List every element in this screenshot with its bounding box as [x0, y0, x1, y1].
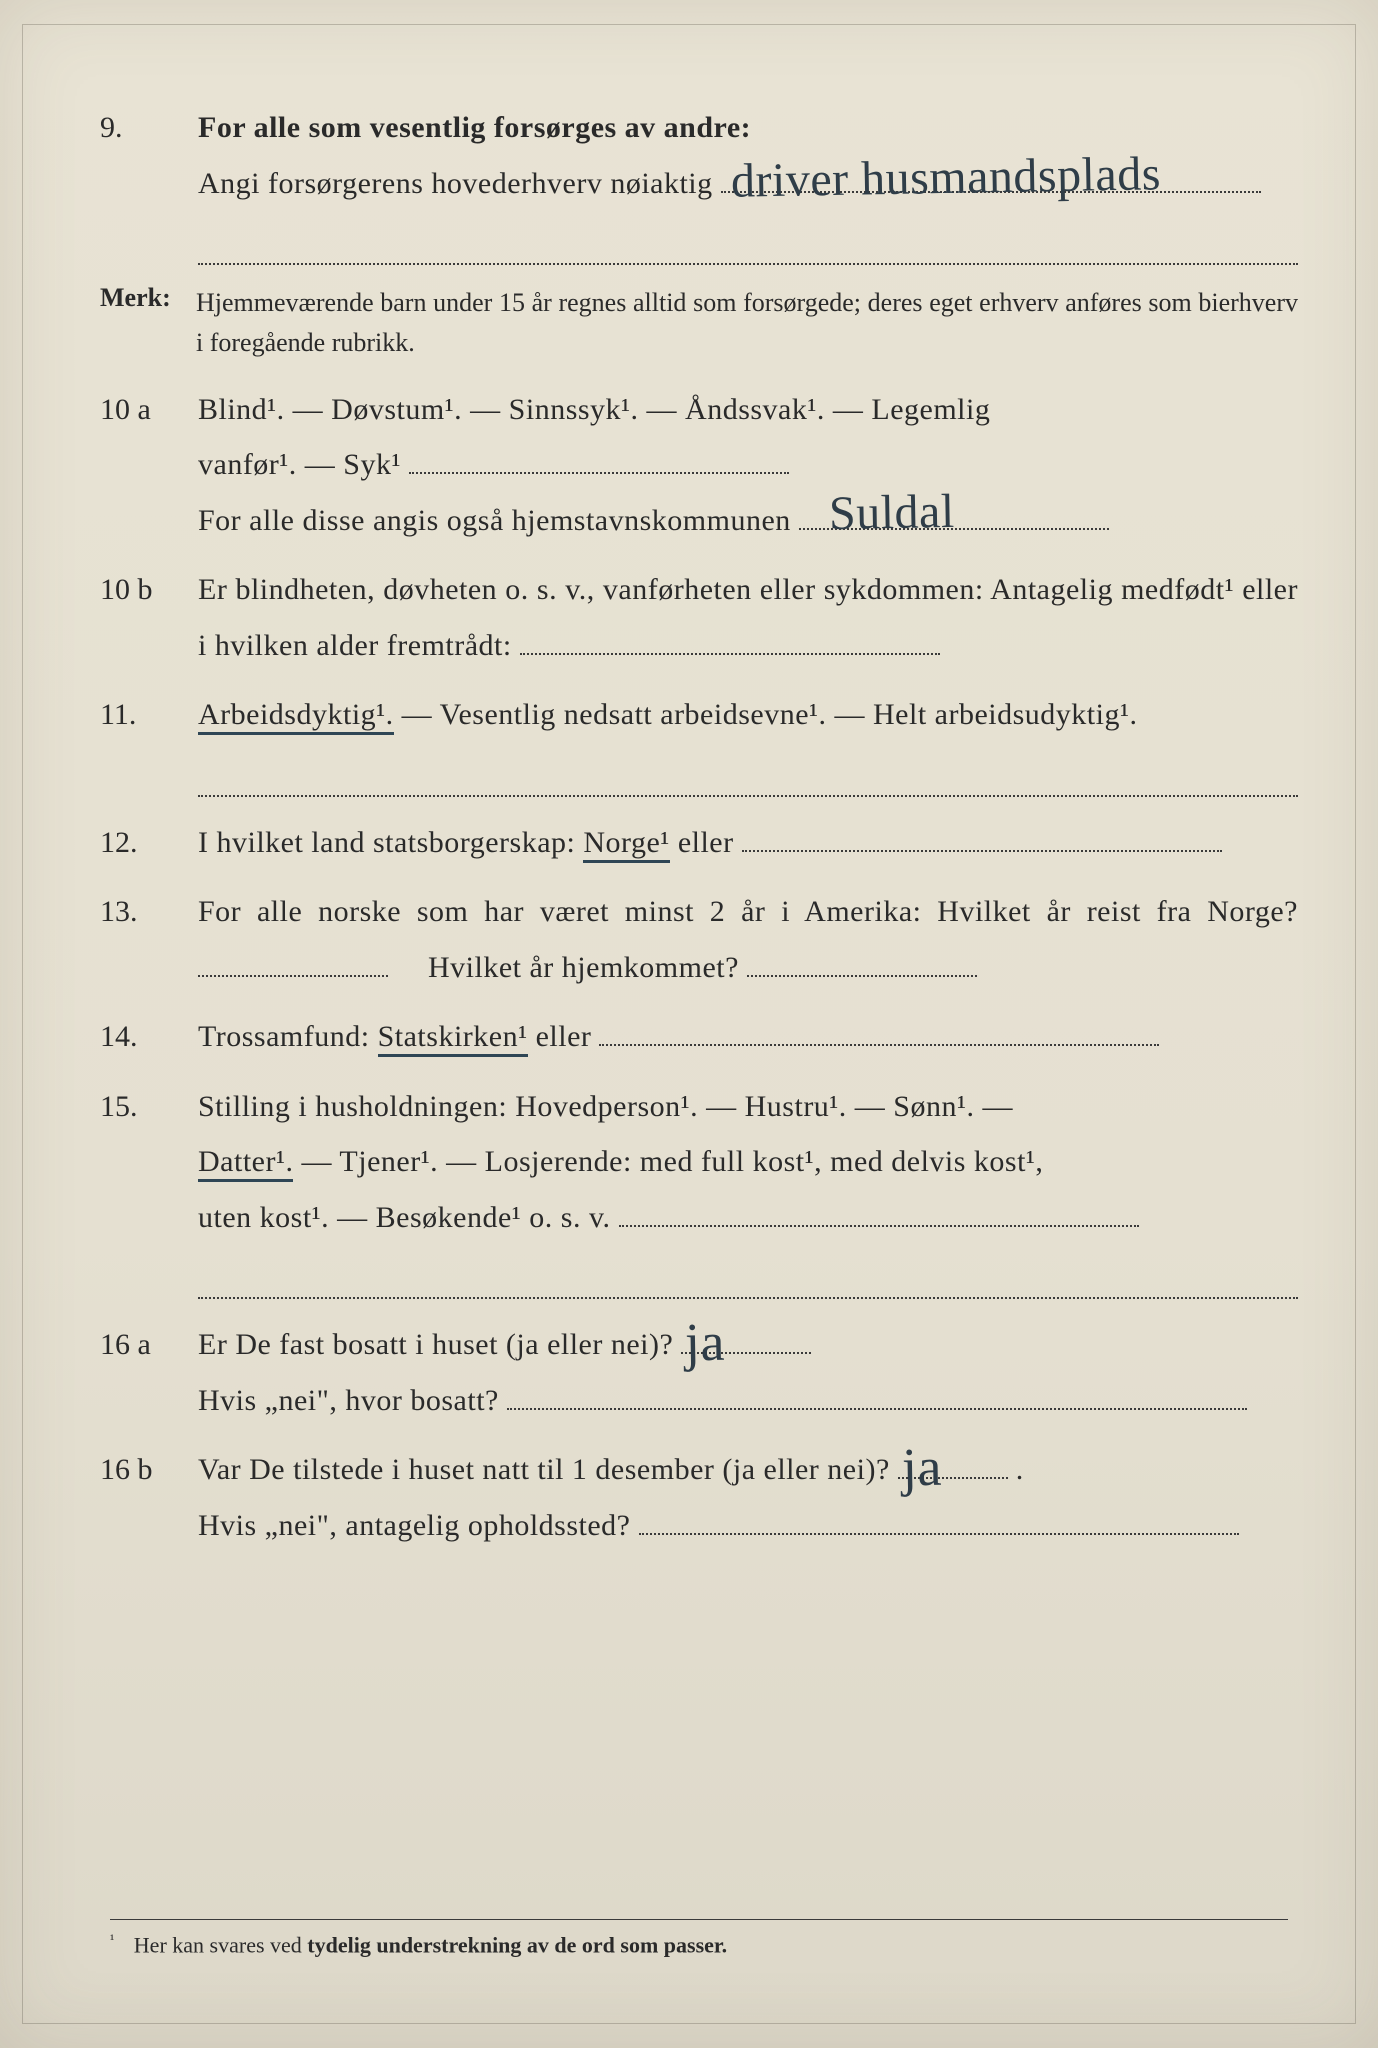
footnote-marker: ¹	[110, 1932, 114, 1948]
q16a: 16 a Er De fast bosatt i huset (ja eller…	[100, 1317, 1298, 1428]
q14-field[interactable]	[599, 1011, 1159, 1046]
q10a-answer: Suldal	[828, 468, 955, 559]
q10a-syk-field[interactable]	[409, 439, 789, 474]
q9-number: 9.	[100, 100, 180, 156]
q10a-number: 10 a	[100, 382, 180, 438]
q10a-body: Blind¹. — Døvstum¹. — Sinnssyk¹. — Åndss…	[198, 382, 1298, 549]
q9: 9. For alle som vesentlig forsørges av a…	[100, 100, 1298, 211]
merk-text: Hjemmeværende barn under 15 år regnes al…	[196, 283, 1298, 364]
q14-post: eller	[528, 1020, 592, 1053]
q10a-line1: Blind¹. — Døvstum¹. — Sinnssyk¹. — Åndss…	[198, 393, 990, 426]
q16a-line2: Hvis „nei", hvor bosatt?	[198, 1384, 499, 1417]
q10b-field[interactable]	[520, 620, 940, 655]
q16b-line2: Hvis „nei", antagelig opholdssted?	[198, 1509, 631, 1542]
q15-number: 15.	[100, 1079, 180, 1135]
q10a-line3: For alle disse angis også hjemstavnskomm…	[198, 504, 791, 537]
q16b: 16 b Var De tilstede i huset natt til 1 …	[100, 1442, 1298, 1553]
q12-pre: I hvilket land statsborgerskap:	[198, 826, 583, 859]
q15-line3: uten kost¹. — Besøkende¹ o. s. v.	[198, 1201, 611, 1234]
q14-opt[interactable]: Statskirken¹	[378, 1020, 528, 1057]
q10b: 10 b Er blindheten, døvheten o. s. v., v…	[100, 562, 1298, 673]
q16b-number: 16 b	[100, 1442, 180, 1498]
merk-label: Merk:	[100, 283, 180, 364]
q15-datter[interactable]: Datter¹.	[198, 1145, 293, 1182]
q11-opt1[interactable]: Arbeidsdyktig¹.	[198, 698, 394, 735]
q9-body: For alle som vesentlig forsørges av andr…	[198, 100, 1298, 211]
q13: 13. For alle norske som har været minst …	[100, 884, 1298, 995]
q15: 15. Stilling i husholdningen: Hovedperso…	[100, 1079, 1298, 1246]
q14-number: 14.	[100, 1009, 180, 1065]
q10a: 10 a Blind¹. — Døvstum¹. — Sinnssyk¹. — …	[100, 382, 1298, 549]
q16a-q: Er De fast bosatt i huset (ja eller nei)…	[198, 1328, 673, 1361]
q13-text: For alle norske som har været minst 2 år…	[198, 895, 1298, 928]
q9-answer: driver husmandsplads	[730, 130, 1161, 226]
q10b-number: 10 b	[100, 562, 180, 618]
q16a-field[interactable]: ja	[681, 1319, 811, 1354]
q11: 11. Arbeidsdyktig¹. — Vesentlig nedsatt …	[100, 687, 1298, 743]
q13-number: 13.	[100, 884, 180, 940]
q16b-body: Var De tilstede i huset natt til 1 desem…	[198, 1442, 1298, 1553]
q12-number: 12.	[100, 815, 180, 871]
q16a-number: 16 a	[100, 1317, 180, 1373]
q12-post: eller	[670, 826, 734, 859]
footnote: ¹ Her kan svares ved tydelig understrekn…	[110, 1919, 1288, 1958]
q15-line1: Stilling i husholdningen: Hovedperson¹. …	[198, 1090, 1013, 1123]
q14-pre: Trossamfund:	[198, 1020, 378, 1053]
q11-sep1: —	[394, 698, 440, 731]
footnote-pre: Her kan svares ved	[134, 1932, 308, 1957]
q13-field1[interactable]	[198, 942, 388, 977]
q9-extra-line[interactable]	[198, 225, 1298, 265]
q15-extra-line[interactable]	[198, 1259, 1298, 1299]
q10b-body: Er blindheten, døvheten o. s. v., vanfør…	[198, 562, 1298, 673]
q11-body: Arbeidsdyktig¹. — Vesentlig nedsatt arbe…	[198, 687, 1298, 743]
q12-opt[interactable]: Norge¹	[583, 826, 669, 863]
q9-answer-field[interactable]: driver husmandsplads	[721, 158, 1261, 193]
q11-opt2[interactable]: Vesentlig nedsatt arbeidsevne¹.	[440, 698, 827, 731]
q16b-field2[interactable]	[639, 1500, 1239, 1535]
q16b-q: Var De tilstede i huset natt til 1 desem…	[198, 1453, 890, 1486]
q11-extra-line[interactable]	[198, 757, 1298, 797]
merk-row: Merk: Hjemmeværende barn under 15 år reg…	[100, 283, 1298, 364]
q11-number: 11.	[100, 687, 180, 743]
q16a-body: Er De fast bosatt i huset (ja eller nei)…	[198, 1317, 1298, 1428]
q15-line2-rest: — Tjener¹. — Losjerende: med full kost¹,…	[293, 1145, 1043, 1178]
q10a-line2-prefix: vanfør¹. — Syk¹	[198, 448, 401, 481]
q15-body: Stilling i husholdningen: Hovedperson¹. …	[198, 1079, 1298, 1246]
q13-text2: Hvilket år hjemkommet?	[428, 951, 739, 984]
q16b-field[interactable]: ja	[898, 1444, 1008, 1479]
q13-body: For alle norske som har været minst 2 år…	[198, 884, 1298, 995]
q10a-kommune-field[interactable]: Suldal	[799, 495, 1109, 530]
q13-field2[interactable]	[747, 942, 977, 977]
q15-field[interactable]	[619, 1192, 1139, 1227]
census-form-page: 9. For alle som vesentlig forsørges av a…	[0, 0, 1378, 2048]
q11-opt3[interactable]: Helt arbeidsudyktig¹.	[873, 698, 1137, 731]
q16a-field2[interactable]	[507, 1375, 1247, 1410]
q9-line: Angi forsørgerens hovederhverv nøiaktig	[198, 167, 713, 200]
q9-heading: For alle som vesentlig forsørges av andr…	[198, 111, 751, 144]
q12: 12. I hvilket land statsborgerskap: Norg…	[100, 815, 1298, 871]
q14-body: Trossamfund: Statskirken¹ eller	[198, 1009, 1298, 1065]
q12-body: I hvilket land statsborgerskap: Norge¹ e…	[198, 815, 1298, 871]
q14: 14. Trossamfund: Statskirken¹ eller	[100, 1009, 1298, 1065]
footnote-bold: tydelig understrekning av de ord som pas…	[307, 1932, 727, 1957]
q12-field[interactable]	[742, 817, 1222, 852]
q11-sep2: —	[827, 698, 874, 731]
